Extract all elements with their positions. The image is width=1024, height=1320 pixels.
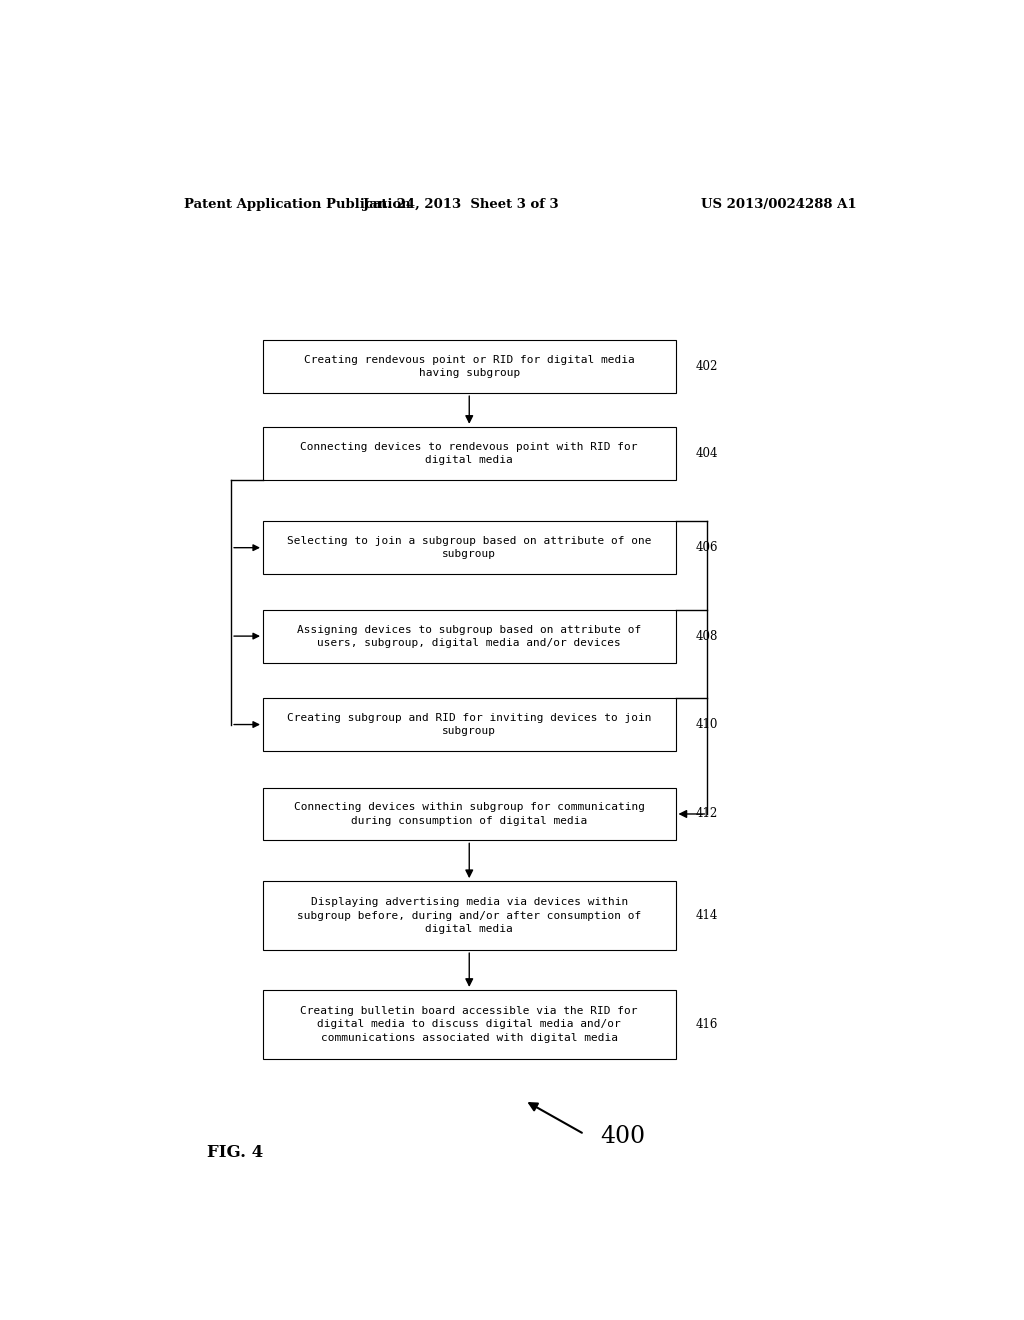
Text: 416: 416 (695, 1018, 718, 1031)
Text: 408: 408 (695, 630, 718, 643)
Text: Creating bulletin board accessible via the RID for
digital media to discuss digi: Creating bulletin board accessible via t… (300, 1006, 638, 1043)
Text: 402: 402 (695, 360, 718, 374)
Text: Connecting devices to rendevous point with RID for
digital media: Connecting devices to rendevous point wi… (300, 442, 638, 465)
FancyBboxPatch shape (263, 788, 676, 841)
Text: Creating rendevous point or RID for digital media
having subgroup: Creating rendevous point or RID for digi… (304, 355, 635, 379)
Text: 412: 412 (695, 808, 718, 821)
FancyBboxPatch shape (263, 341, 676, 393)
FancyBboxPatch shape (263, 426, 676, 479)
Text: Selecting to join a subgroup based on attribute of one
subgroup: Selecting to join a subgroup based on at… (287, 536, 651, 560)
Text: 414: 414 (695, 909, 718, 923)
FancyBboxPatch shape (263, 698, 676, 751)
FancyBboxPatch shape (263, 521, 676, 574)
Text: Patent Application Publication: Patent Application Publication (183, 198, 411, 211)
Text: Displaying advertising media via devices within
subgroup before, during and/or a: Displaying advertising media via devices… (297, 898, 641, 933)
Text: US 2013/0024288 A1: US 2013/0024288 A1 (701, 198, 856, 211)
Text: Jan. 24, 2013  Sheet 3 of 3: Jan. 24, 2013 Sheet 3 of 3 (364, 198, 559, 211)
Text: FIG. 4: FIG. 4 (207, 1144, 263, 1160)
Text: 410: 410 (695, 718, 718, 731)
FancyBboxPatch shape (263, 610, 676, 663)
Text: 404: 404 (695, 446, 718, 459)
Text: Assigning devices to subgroup based on attribute of
users, subgroup, digital med: Assigning devices to subgroup based on a… (297, 624, 641, 648)
Text: Connecting devices within subgroup for communicating
during consumption of digit: Connecting devices within subgroup for c… (294, 803, 645, 825)
FancyBboxPatch shape (263, 880, 676, 950)
Text: 406: 406 (695, 541, 718, 554)
Text: Creating subgroup and RID for inviting devices to join
subgroup: Creating subgroup and RID for inviting d… (287, 713, 651, 737)
Text: 400: 400 (600, 1125, 645, 1147)
FancyBboxPatch shape (263, 990, 676, 1059)
